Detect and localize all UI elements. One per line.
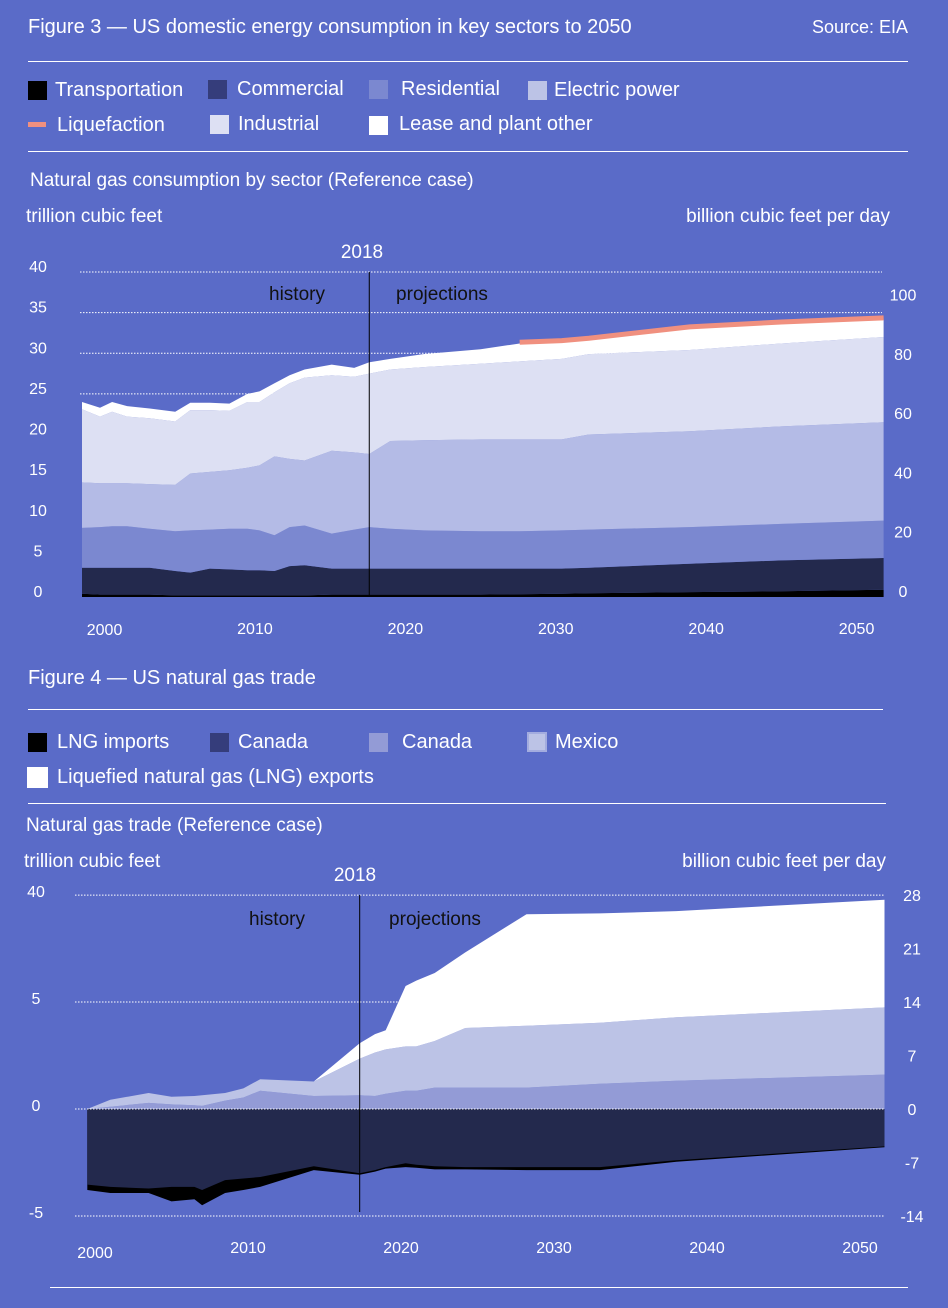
legend-label: Canada <box>402 731 473 753</box>
chart2-left-unit: trillion cubic feet <box>24 851 161 872</box>
y-tick-label: 5 <box>34 543 43 560</box>
y-right-tick-label: 28 <box>903 888 921 905</box>
source-label: Source: EIA <box>811 17 908 37</box>
x-tick-label: 2030 <box>538 621 574 638</box>
y-right-tick-label: 60 <box>894 406 912 423</box>
y-right-tick-label: 100 <box>890 287 917 304</box>
y-tick-label: 10 <box>29 503 47 520</box>
series-area-electric-power <box>82 422 884 536</box>
divider <box>50 1287 908 1288</box>
legend-swatch-transportation <box>28 81 47 100</box>
legend-swatch-lng-imports <box>28 733 47 752</box>
legend-label: Canada <box>238 731 309 753</box>
legend-swatch-commercial <box>208 80 227 99</box>
series-area-canada-exports <box>87 1074 885 1109</box>
y-tick-label: -5 <box>29 1205 43 1222</box>
chart2-subtitle: Natural gas trade (Reference case) <box>26 815 323 836</box>
x-tick-label: 2050 <box>842 1240 878 1257</box>
legend-label: LNG imports <box>57 731 170 753</box>
divider <box>28 709 883 710</box>
x-tick-label: 2030 <box>536 1240 572 1257</box>
y-right-tick-label: 0 <box>899 584 908 601</box>
x-tick-label: 2000 <box>87 622 123 639</box>
y-tick-label: 0 <box>32 1098 41 1115</box>
series-area-industrial <box>82 337 884 485</box>
y-tick-label: 40 <box>27 884 45 901</box>
y-right-tick-label: -7 <box>905 1155 919 1172</box>
chart1-subtitle: Natural gas consumption by sector (Refer… <box>30 170 474 191</box>
y-right-tick-label: 7 <box>908 1049 917 1066</box>
y-right-tick-label: -14 <box>900 1209 923 1226</box>
y-right-tick-label: 0 <box>908 1102 917 1119</box>
series-area-liquefied-natural-gas-lng-exports <box>87 899 885 1109</box>
y-right-tick-label: 20 <box>894 525 912 542</box>
series-area-lease-and-plant-other <box>82 319 884 422</box>
y-right-tick-label: 40 <box>894 465 912 482</box>
x-tick-label: 2050 <box>839 621 875 638</box>
legend-label: Lease and plant other <box>399 113 593 135</box>
x-tick-label: 2040 <box>689 1240 725 1257</box>
legend-swatch-mexico <box>527 732 547 752</box>
series-liquefaction <box>519 315 884 345</box>
chart1-projections-label: projections <box>396 284 488 305</box>
legend-label: Industrial <box>238 113 320 135</box>
x-tick-label: 2010 <box>237 621 273 638</box>
chart1-divider-label: 2018 <box>341 242 383 263</box>
y-tick-label: 15 <box>29 462 47 479</box>
x-tick-label: 2040 <box>688 621 724 638</box>
divider <box>28 61 908 62</box>
legend-label: Commercial <box>237 78 344 100</box>
y-right-tick-label: 80 <box>894 347 912 364</box>
legend-swatch-liquefaction <box>28 122 46 127</box>
y-tick-label: 30 <box>29 340 47 357</box>
y-tick-label: 40 <box>29 259 47 276</box>
chart1-right-unit: billion cubic feet per day <box>686 206 890 227</box>
y-tick-label: 20 <box>29 422 47 439</box>
series-area-canada-imports <box>87 1109 885 1190</box>
chart2-history-label: history <box>249 909 305 930</box>
legend-label: Transportation <box>55 79 184 101</box>
y-right-tick-label: 14 <box>903 995 921 1012</box>
y-tick-label: 35 <box>29 300 47 317</box>
x-tick-label: 2000 <box>77 1245 113 1262</box>
x-tick-label: 2020 <box>383 1240 419 1257</box>
divider <box>28 803 886 804</box>
legend-label: Liquefied natural gas (LNG) exports <box>57 766 374 788</box>
series-area-transportation <box>82 589 884 597</box>
y-tick-label: 25 <box>29 381 47 398</box>
series-area-commercial <box>82 558 884 596</box>
legend-swatch-lease <box>369 116 388 135</box>
legend-swatch-canada-exports <box>369 733 388 752</box>
series-area-mexico <box>87 1007 885 1109</box>
chart1-left-unit: trillion cubic feet <box>26 206 163 227</box>
legend-swatch-canada-imports <box>210 733 229 752</box>
y-tick-label: 5 <box>32 991 41 1008</box>
y-tick-label: 0 <box>34 584 43 601</box>
legend-swatch-residential <box>369 80 388 99</box>
chart2-projections-label: projections <box>389 909 481 930</box>
legend-label: Liquefaction <box>57 114 165 136</box>
legend-label: Electric power <box>554 79 680 101</box>
figure4-title: Figure 4 — US natural gas trade <box>28 667 316 689</box>
chart1-history-label: history <box>269 284 325 305</box>
legend-swatch-electric-power <box>528 81 547 100</box>
divider <box>28 151 908 152</box>
chart2-divider-label: 2018 <box>334 865 376 886</box>
chart2-right-unit: billion cubic feet per day <box>682 851 886 872</box>
legend-swatch-industrial <box>210 115 229 134</box>
legend-label: Residential <box>401 78 500 100</box>
legend-swatch-lng-exports <box>27 767 48 788</box>
figure3-title: Figure 3 — US domestic energy consumptio… <box>28 16 632 38</box>
series-area-residential <box>82 520 884 573</box>
x-tick-label: 2010 <box>230 1240 266 1257</box>
legend-label: Mexico <box>555 731 619 753</box>
y-right-tick-label: 21 <box>903 942 921 959</box>
x-tick-label: 2020 <box>388 621 424 638</box>
